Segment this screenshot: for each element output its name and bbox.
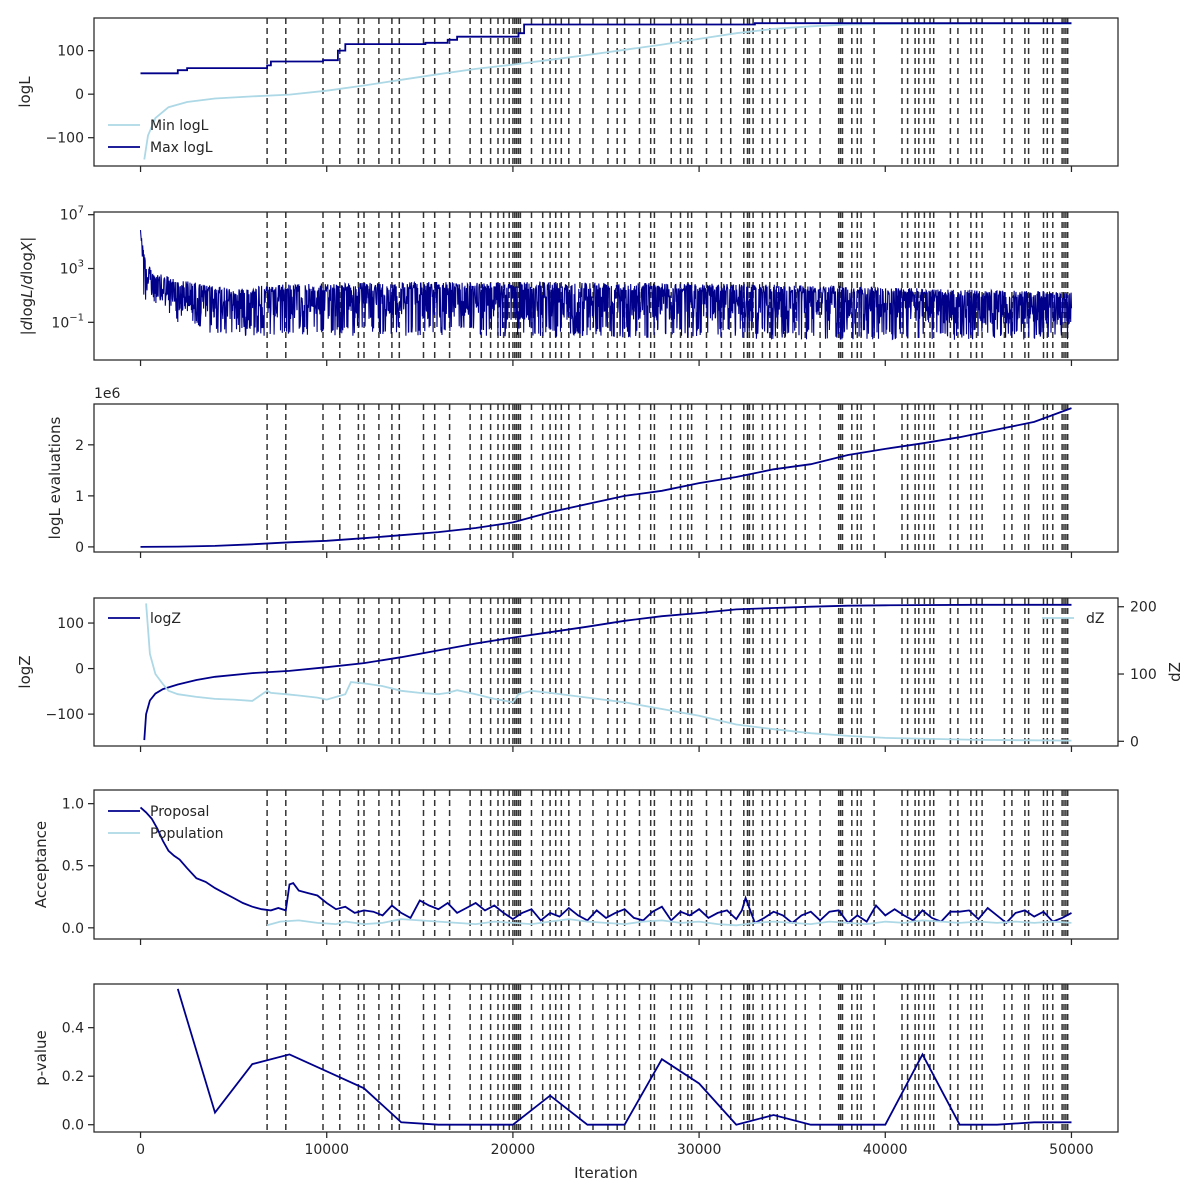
panel-gradient-ylabel: |dlogL/dlogX| xyxy=(18,237,36,336)
panel-logl-xticks xyxy=(139,166,1073,172)
panel-evaluations-ylabel: logL evaluations xyxy=(46,416,64,539)
panel-logl-ylabel: logL xyxy=(16,76,34,108)
y-tick-label-right: 200 xyxy=(1130,600,1157,616)
x-tick-label: 40000 xyxy=(863,1142,908,1158)
y-tick-label: 0 xyxy=(75,540,84,556)
panel-logl: −100 0 100 logL Min logL Max logL xyxy=(16,17,1119,172)
panel-pvalue-plot xyxy=(176,988,1072,1126)
panel-logz-yticks-right: 0 100 200 xyxy=(1118,600,1157,750)
panel-logl-legend: Min logL Max logL xyxy=(108,118,213,156)
panel-logz-legend: logZ dZ xyxy=(108,611,1104,627)
legend-label-min-logl: Min logL xyxy=(150,118,209,134)
panel-logl-plot xyxy=(140,22,1072,160)
x-tick-label: 30000 xyxy=(677,1142,722,1158)
y-tick-label: 2 xyxy=(75,438,84,454)
panel-logz-yticks: −100 0 100 xyxy=(46,616,94,723)
panel-acceptance-xticks xyxy=(139,939,1073,945)
panel-gradient-plot xyxy=(139,230,1073,341)
series-line-p-value xyxy=(176,988,1072,1126)
legend-label-dz: dZ xyxy=(1086,611,1104,627)
series-line-population xyxy=(266,918,1072,927)
panel-logz-xticks xyxy=(139,746,1073,752)
panel-evaluations-offset-text: 1e6 xyxy=(94,386,121,402)
panel-acceptance-legend: Proposal Population xyxy=(108,804,224,842)
legend-label-logz: logZ xyxy=(150,611,181,627)
panel-acceptance-yticks: 0.0 0.5 1.0 xyxy=(62,797,94,937)
panel-acceptance-plot xyxy=(139,806,1072,927)
y-tick-label: 100 xyxy=(57,44,84,60)
panel-acceptance-ylabel: Acceptance xyxy=(32,821,50,908)
panel-evaluations-frame xyxy=(93,403,1119,553)
y-tick-label: 0.5 xyxy=(62,859,84,875)
panel-pvalue-frame xyxy=(93,983,1119,1133)
panel-pvalue-vlines xyxy=(266,984,1069,1132)
panel-logl-frame xyxy=(93,17,1119,167)
panel-acceptance-frame xyxy=(93,789,1119,940)
y-tick-label-right: 0 xyxy=(1130,734,1139,750)
y-tick-label: 0.2 xyxy=(62,1069,84,1085)
y-tick-label: −100 xyxy=(46,131,84,147)
x-tick-label: 20000 xyxy=(491,1142,536,1158)
series-line-dz xyxy=(145,603,1072,742)
panel-pvalue-yticks: 0.0 0.2 0.4 xyxy=(62,1021,94,1134)
panel-acceptance-vlines xyxy=(266,790,1069,939)
series-line-logl-evaluations xyxy=(140,407,1072,548)
series-line-min-logl xyxy=(143,22,1072,160)
panel-logz-ylabel: logZ xyxy=(16,655,34,688)
panel-evaluations-xticks xyxy=(139,552,1073,558)
panel-logz: −100 0 100 0 100 200 logZ dZ logZ dZ xyxy=(16,597,1184,752)
x-tick-label: 10000 xyxy=(304,1142,349,1158)
series-gradient-line xyxy=(139,230,1073,341)
panel-logl-yticks: −100 0 100 xyxy=(46,44,94,147)
y-tick-label-right: 100 xyxy=(1130,667,1157,683)
series-line-proposal xyxy=(139,806,1072,925)
panel-evaluations: 0 1 2 logL evaluations 1e6 xyxy=(46,386,1119,558)
panel-gradient-frame xyxy=(93,211,1119,361)
y-tick-label: 0.0 xyxy=(62,1118,84,1134)
legend-label-population: Population xyxy=(150,826,224,842)
panel-logz-vlines xyxy=(266,598,1069,746)
panel-evaluations-yticks: 0 1 2 xyxy=(75,438,94,556)
y-tick-label: −100 xyxy=(46,707,84,723)
panel-logl-vlines xyxy=(266,18,1069,166)
panel-evaluations-vlines xyxy=(266,404,1069,552)
y-tick-label: 0 xyxy=(75,662,84,678)
panel-pvalue-xticks: 0 10000 20000 30000 40000 50000 xyxy=(136,1132,1094,1158)
x-axis-label: Iteration xyxy=(574,1164,638,1182)
x-tick-label: 50000 xyxy=(1049,1142,1094,1158)
x-tick-label: 0 xyxy=(136,1142,145,1158)
panel-pvalue: 0.0 0.2 0.4 0 10000 20000 30000 40000 50000 p-v… xyxy=(32,983,1119,1182)
panel-gradient-xticks xyxy=(139,360,1073,366)
y-tick-label: 100 xyxy=(57,616,84,632)
panel-acceptance: 0.0 0.5 1.0 Acceptance Proposal Population xyxy=(32,789,1119,945)
panel-logz-plot xyxy=(143,603,1072,742)
panel-logz-ylabel-right: dZ xyxy=(1166,662,1184,682)
y-tick-label: 0.4 xyxy=(62,1021,84,1037)
legend-label-max-logl: Max logL xyxy=(150,140,213,156)
y-tick-label: 1.0 xyxy=(62,797,84,813)
panel-pvalue-ylabel: p-value xyxy=(32,1030,50,1086)
series-line-logz xyxy=(143,603,1072,741)
series-line-max-logl xyxy=(140,22,1072,75)
legend-label-proposal: Proposal xyxy=(150,804,209,820)
panel-evaluations-plot xyxy=(140,407,1072,548)
y-tick-label: 1 xyxy=(75,489,84,505)
y-tick-label: 0.0 xyxy=(62,921,84,937)
y-tick-label: 0 xyxy=(75,87,84,103)
panel-logz-frame xyxy=(93,597,1119,747)
